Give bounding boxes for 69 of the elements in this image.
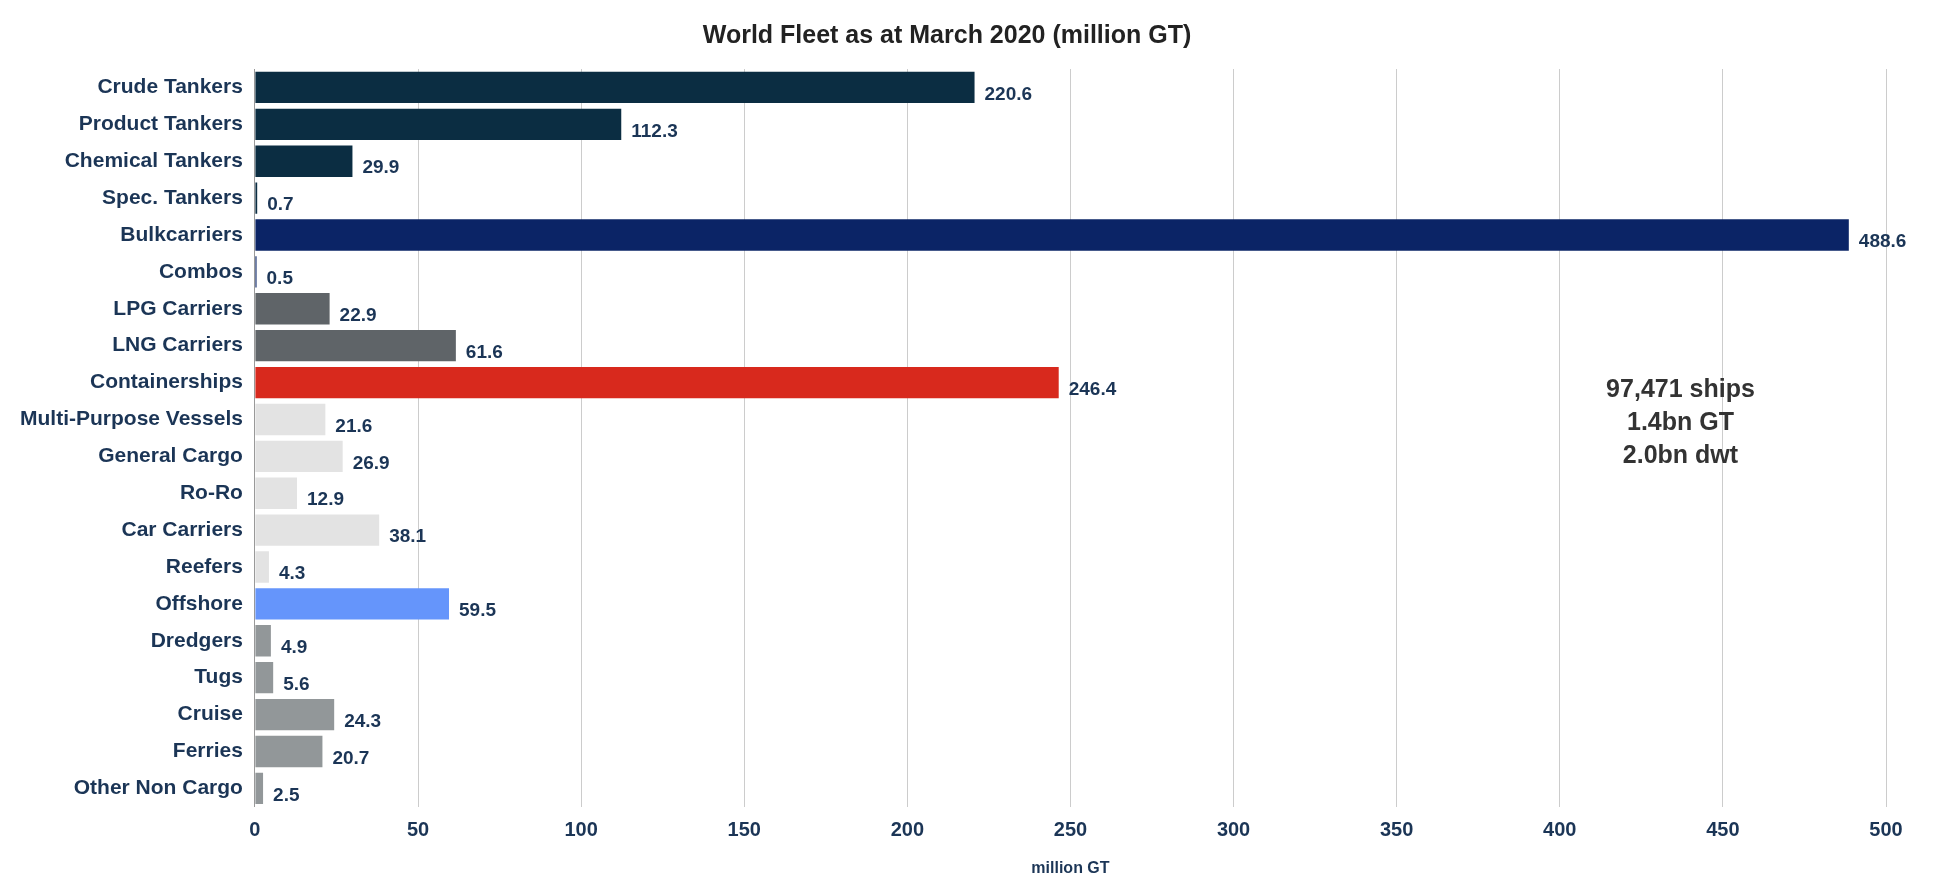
x-tick-label: 150 [727,818,761,841]
y-tick-label: Other Non Cargo [73,775,243,799]
y-tick-label: Multi-Purpose Vessels [19,406,243,430]
y-tick-label: Offshore [155,590,243,614]
chart-title: World Fleet as at March 2020 (million GT) [702,19,1192,48]
y-tick-label: Tugs [194,664,243,688]
y-tick-label: LPG Carriers [113,295,243,319]
data-label: 0.7 [267,193,294,215]
y-tick-label: Chemical Tankers [64,148,243,172]
data-label: 488.6 [1858,230,1907,252]
y-tick-label: Combos [158,258,243,282]
y-tick-label: Cruise [177,701,243,725]
data-label: 5.6 [283,672,310,694]
data-label: 4.9 [280,636,308,658]
data-label: 12.9 [306,488,344,510]
bar [255,293,330,325]
y-tick-label: LNG Carriers [112,332,243,356]
annotation: 1.4bn GT [1627,406,1734,435]
bar [255,330,456,362]
bar [255,440,343,473]
y-tick-label: Spec. Tankers [102,184,243,208]
data-label: 220.6 [984,82,1033,104]
bar [255,403,326,436]
data-label: 4.3 [278,562,306,584]
data-label: 246.4 [1068,377,1117,399]
data-label: 61.6 [465,340,503,362]
y-tick-label: Containerships [90,369,243,393]
data-label: 29.9 [362,156,400,178]
y-tick-label: Dredgers [150,627,243,651]
x-tick-label: 350 [1379,818,1414,841]
y-tick-label: Reefers [165,553,243,577]
y-tick-label: Crude Tankers [97,74,243,98]
annotation: 2.0bn dwt [1622,439,1739,468]
annotation: 97,471 ships [1606,373,1755,402]
x-tick-label: 400 [1543,818,1577,841]
x-tick-label: 450 [1706,818,1740,841]
data-label: 112.3 [631,119,678,141]
data-label: 20.7 [332,746,370,768]
bar [255,71,975,104]
data-label: 59.5 [459,599,497,621]
x-tick-label: 0 [249,818,261,841]
x-tick-label: 250 [1053,818,1088,841]
bar [255,477,297,509]
y-tick-label: Bulkcarriers [120,221,243,245]
data-label: 21.6 [335,414,373,436]
x-axis-title: million GT [1031,858,1110,876]
bar [255,551,269,583]
y-tick-label: Product Tankers [78,111,243,135]
data-label: 26.9 [352,451,390,473]
bar [255,145,353,177]
data-label: 2.5 [273,783,300,805]
bar [255,514,380,546]
y-tick-label: Car Carriers [121,516,243,540]
data-label: 22.9 [339,304,377,326]
x-tick-label: 200 [890,818,925,841]
bar [255,108,622,141]
y-tick-label: Ro-Ro [179,480,243,504]
y-tick-label: Ferries [172,738,243,762]
bar [255,366,1059,399]
bar [255,219,1849,251]
x-tick-label: 50 [406,818,430,841]
data-label: 24.3 [344,709,382,731]
x-tick-label: 100 [564,818,598,841]
y-tick-label: General Cargo [98,443,243,467]
data-label: 38.1 [389,525,427,547]
x-tick-label: 300 [1216,818,1251,841]
x-tick-label: 500 [1869,818,1903,841]
data-label: 0.5 [266,267,294,289]
bar [255,588,450,620]
